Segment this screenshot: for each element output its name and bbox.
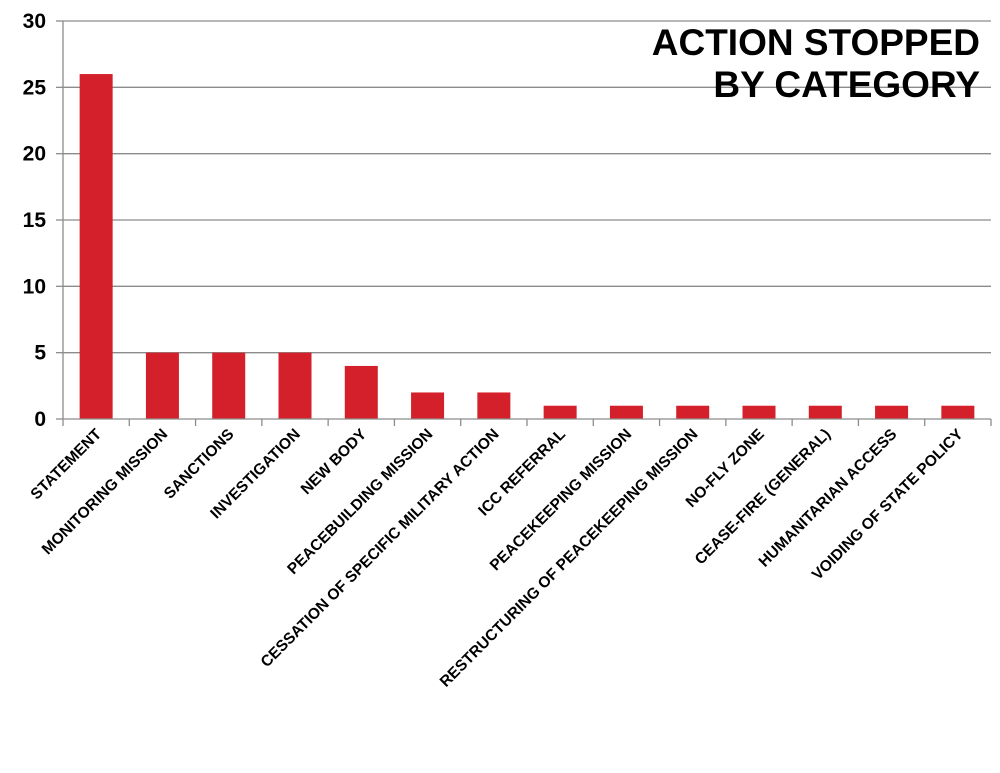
bar [808, 405, 842, 419]
y-tick-label: 15 [23, 209, 47, 232]
gridlines [63, 20, 991, 354]
bar [875, 405, 909, 419]
bar [742, 405, 776, 419]
y-tick-labels: 0 5 10 15 20 25 30 [23, 10, 47, 431]
y-tick-label: 20 [23, 143, 46, 166]
x-tick-label: CESSATION OF SPECIFIC MILITARY ACTION [258, 426, 503, 671]
x-tick-label: CEASE-FIRE (GENERAL) [692, 426, 834, 568]
bar [411, 392, 445, 419]
x-tick-label: PEACEKEEPING MISSION [487, 426, 635, 574]
y-tick-label: 0 [34, 408, 46, 431]
y-tick-label: 30 [23, 10, 46, 33]
y-tick-label: 25 [23, 76, 47, 99]
bar [145, 352, 179, 419]
x-tick-label: NEW BODY [298, 425, 371, 498]
bar [278, 352, 312, 419]
bar [344, 365, 378, 419]
x-tick-label: HUMANITARIAN ACCESS [756, 426, 901, 571]
bar [477, 392, 511, 419]
chart-title-line-2: BY CATEGORY [713, 64, 980, 105]
bar [212, 352, 246, 419]
axes [56, 20, 992, 426]
bar [79, 74, 113, 420]
x-tick-label: MONITORING MISSION [39, 426, 171, 558]
bar [941, 405, 975, 419]
y-tick-label: 5 [34, 342, 46, 365]
x-tick-label: RESTRUCTURING OF PEACEKEEPING MISSION [437, 426, 702, 691]
bars [79, 74, 975, 420]
chart-title-line-1: ACTION STOPPED [652, 22, 980, 63]
y-tick-label: 10 [23, 275, 46, 298]
bar [609, 405, 643, 419]
bar [676, 405, 710, 419]
bar [543, 405, 577, 419]
